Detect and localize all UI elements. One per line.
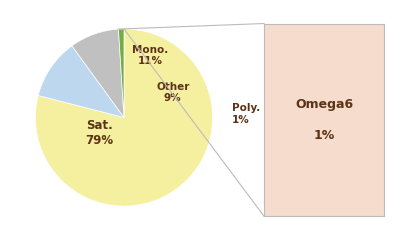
Wedge shape: [72, 29, 124, 118]
Text: Omega6: Omega6: [295, 98, 353, 111]
Text: Other
9%: Other 9%: [156, 82, 190, 103]
Wedge shape: [36, 29, 212, 206]
Wedge shape: [38, 46, 124, 118]
Text: Poly.
1%: Poly. 1%: [232, 103, 260, 125]
Text: Sat.
79%: Sat. 79%: [85, 119, 113, 147]
Text: Mono.
11%: Mono. 11%: [132, 45, 169, 66]
Text: 1%: 1%: [313, 129, 335, 142]
Wedge shape: [118, 29, 124, 118]
